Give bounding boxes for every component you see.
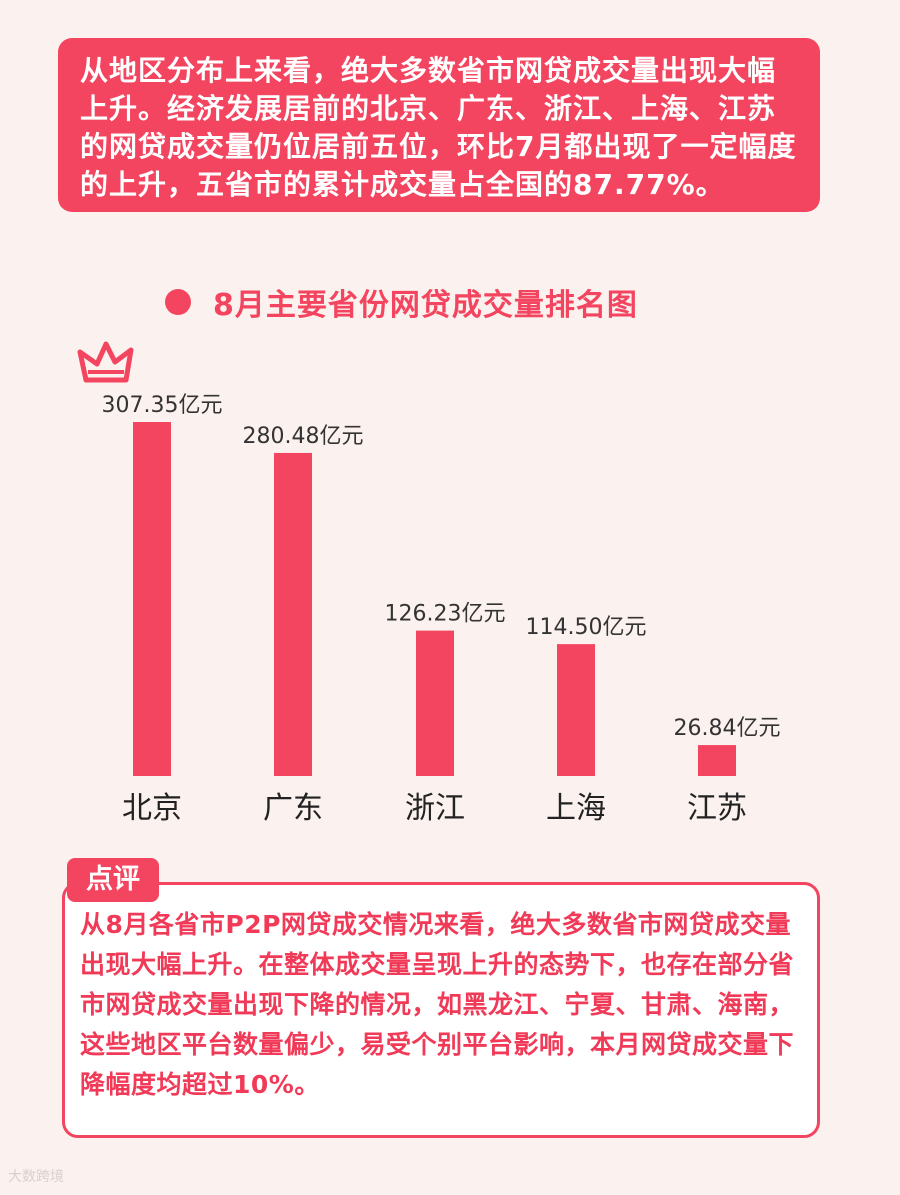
- title-dot-icon: [165, 289, 191, 315]
- intro-text: 从地区分布上来看，绝大多数省市网贷成交量出现大幅上升。经济发展居前的北京、广东、…: [80, 54, 797, 201]
- category-label-4: 江苏: [687, 791, 747, 826]
- category-label-0: 北京: [122, 791, 182, 826]
- intro-box: 从地区分布上来看，绝大多数省市网贷成交量出现大幅上升。经济发展居前的北京、广东、…: [58, 38, 820, 212]
- bar-1: [274, 452, 312, 776]
- category-label-1: 广东: [263, 791, 323, 826]
- review-text: 从8月各省市P2P网贷成交情况来看，绝大多数省市网贷成交量出现大幅上升。在整体成…: [80, 910, 795, 1099]
- crown-icon: [77, 341, 134, 383]
- watermark: 大数跨境: [8, 1169, 64, 1185]
- bar-3: [557, 644, 595, 776]
- category-label-3: 上海: [546, 791, 606, 826]
- review-box: [62, 882, 820, 1138]
- review-label: 点评: [67, 858, 159, 902]
- bar-2: [416, 630, 454, 776]
- bar-4: [698, 745, 736, 776]
- data-label-1: 280.48亿元: [243, 424, 364, 449]
- data-label-4: 26.84亿元: [674, 716, 781, 741]
- data-label-0: 307.35亿元: [102, 393, 223, 418]
- category-label-2: 浙江: [405, 791, 465, 826]
- data-label-2: 126.23亿元: [385, 602, 506, 627]
- data-label-3: 114.50亿元: [526, 615, 647, 640]
- chart-title-row: 8月主要省份网贷成交量排名图: [165, 280, 638, 324]
- chart-title: 8月主要省份网贷成交量排名图: [213, 288, 638, 323]
- bar-0: [133, 422, 171, 776]
